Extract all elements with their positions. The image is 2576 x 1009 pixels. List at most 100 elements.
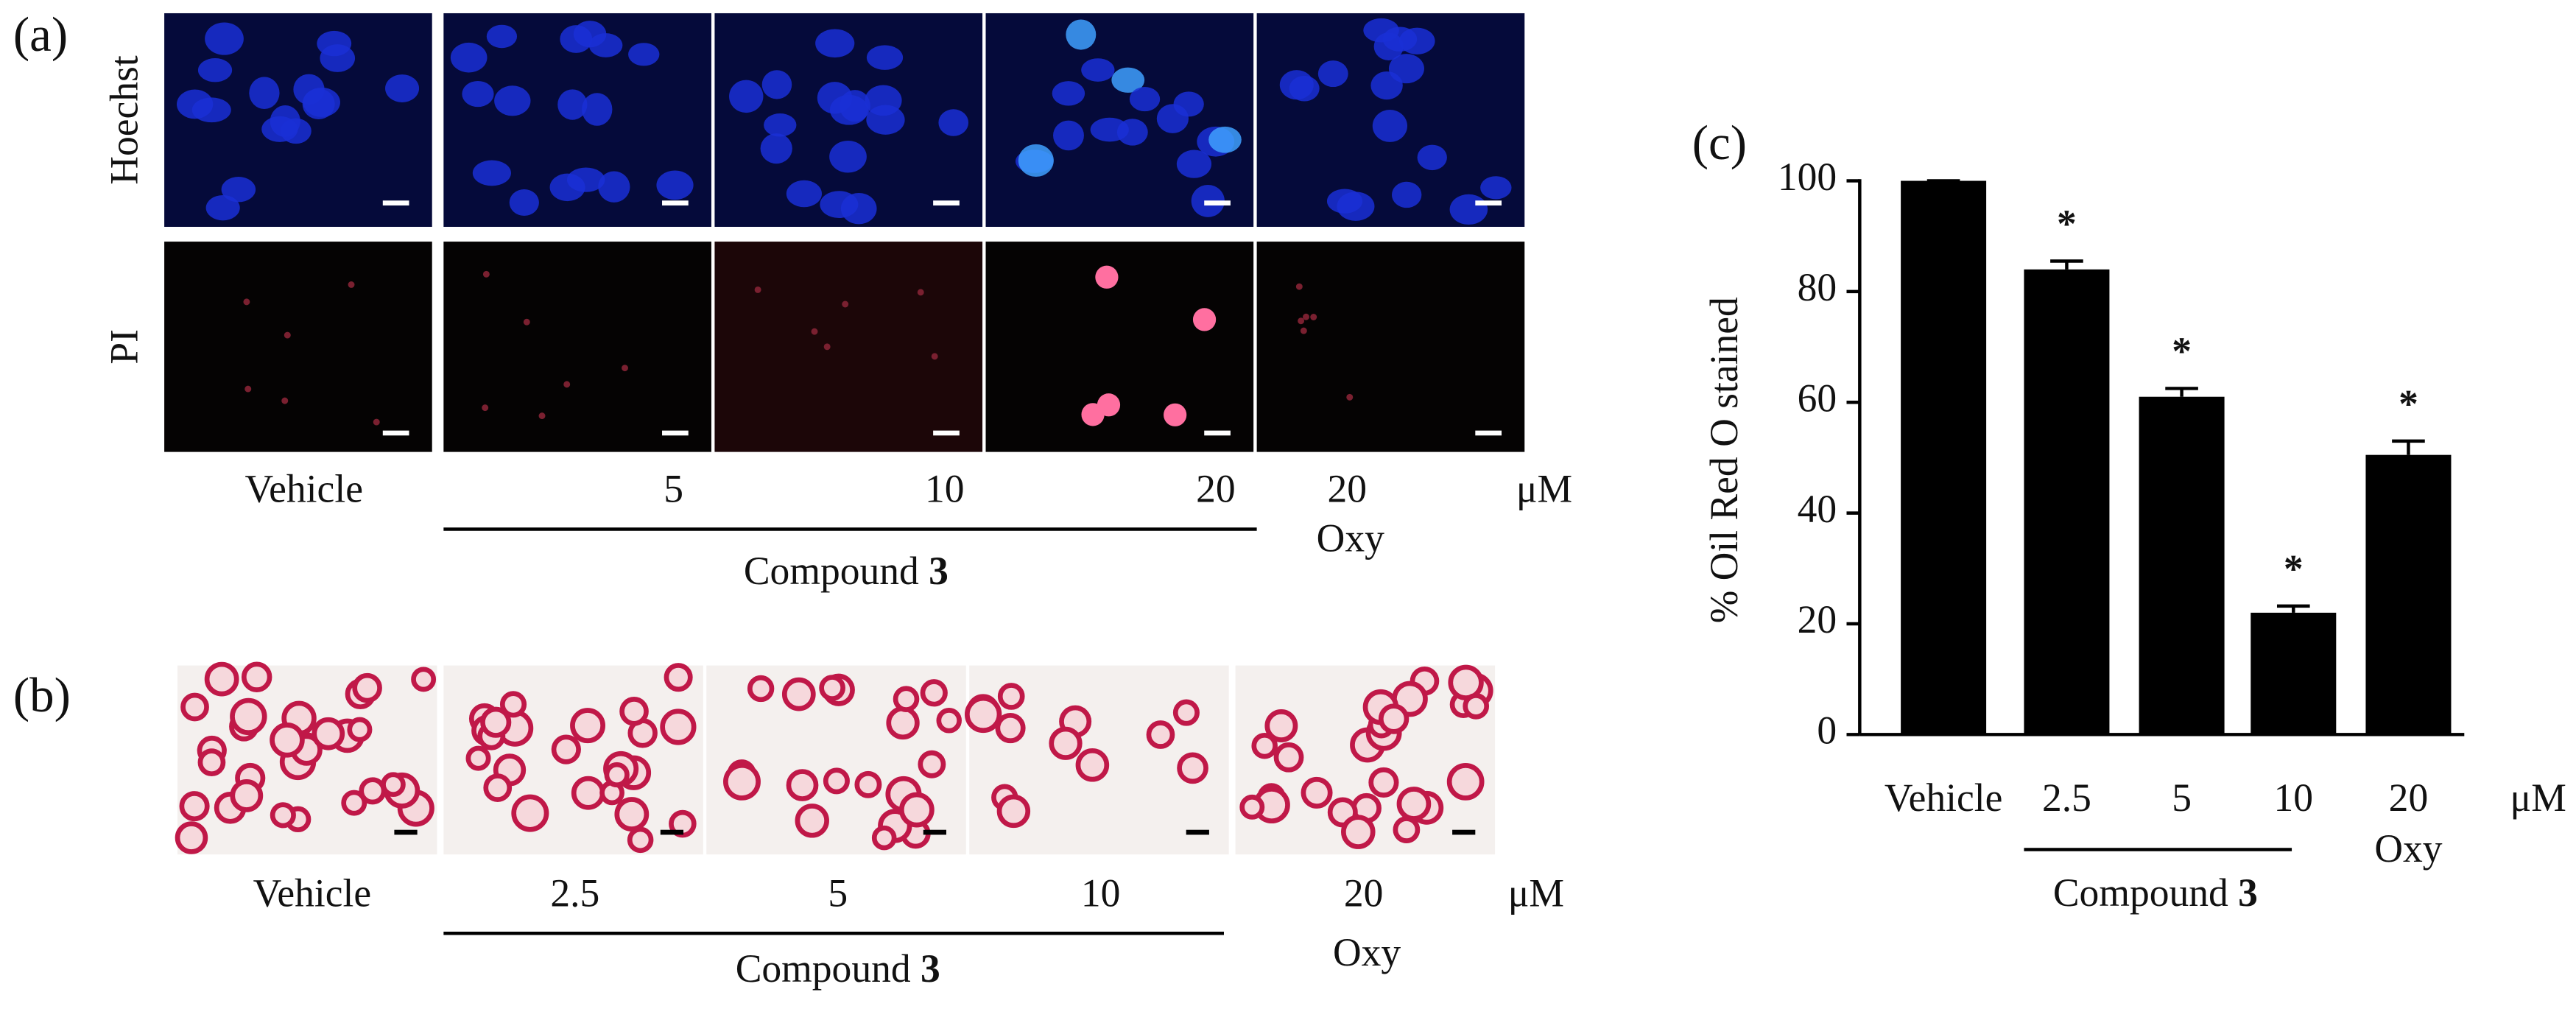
bar <box>1901 180 1987 735</box>
pi-spot <box>482 404 489 412</box>
column-label: 5 <box>664 467 683 511</box>
nucleus <box>494 85 531 116</box>
oxy-label: Oxy <box>1333 930 1401 974</box>
stained-cell <box>964 695 1002 734</box>
bar <box>2139 396 2225 735</box>
error-bar <box>2392 439 2425 455</box>
pi-spot <box>931 353 938 360</box>
pi-spot <box>1095 265 1119 289</box>
y-tick-label: 100 <box>1778 155 1837 199</box>
nucleus <box>656 170 694 200</box>
scale-bar <box>660 829 684 835</box>
stained-cell <box>480 706 512 738</box>
stained-cell <box>1146 720 1175 749</box>
nucleus <box>598 171 630 203</box>
pi-spot <box>1298 317 1305 325</box>
nucleus <box>938 109 969 136</box>
stained-cell <box>551 734 581 764</box>
significance-mark: * <box>2057 202 2077 246</box>
stained-cell <box>898 792 935 828</box>
stained-cell <box>614 797 650 832</box>
bar <box>2024 269 2110 735</box>
nucleus <box>1176 150 1212 178</box>
nucleus <box>557 89 588 120</box>
stained-cell <box>996 794 1031 829</box>
nucleus <box>176 89 214 119</box>
error-bar <box>2165 387 2198 397</box>
nucleus <box>486 24 518 49</box>
pi-spot <box>622 365 628 372</box>
pi-spot <box>563 381 571 388</box>
pi-spot <box>244 385 252 393</box>
scale-bar <box>382 200 409 205</box>
pi-spot <box>1164 403 1187 426</box>
stained-cell <box>483 773 513 802</box>
nucleus <box>829 141 867 173</box>
stained-cell <box>270 802 296 829</box>
nucleus <box>1129 87 1161 112</box>
scale-bar <box>662 200 689 205</box>
pi-spot <box>823 343 831 351</box>
oxy-label: Oxy <box>2374 826 2442 871</box>
nucleus <box>261 116 298 142</box>
stained-cell <box>627 826 654 854</box>
stained-cell <box>1264 709 1298 742</box>
nucleus <box>1480 176 1512 200</box>
nucleus <box>761 70 792 99</box>
stained-cell <box>604 762 630 788</box>
significance-mark: * <box>2172 329 2192 373</box>
stained-cell <box>918 750 946 778</box>
nucleus <box>764 113 797 137</box>
stained-cell <box>823 767 850 795</box>
pi-spot <box>284 331 291 339</box>
pi-spot <box>1300 327 1307 334</box>
error-bar <box>2050 259 2083 270</box>
stained-cell <box>1049 726 1083 760</box>
nucleus <box>509 189 539 217</box>
stained-cell <box>1368 767 1399 798</box>
stained-cell <box>664 663 693 692</box>
nucleus <box>1449 194 1488 225</box>
column-label: 20 <box>1344 871 1384 915</box>
x-tick-label: 20 <box>2389 776 2429 820</box>
x-tick-label: Vehicle <box>1885 776 2003 820</box>
scale-bar <box>1204 200 1231 205</box>
nucleus <box>840 193 877 225</box>
row-label: PI <box>102 329 146 365</box>
nucleus <box>588 33 623 57</box>
y-tick-label: 40 <box>1798 487 1837 531</box>
pi-spot <box>754 286 761 293</box>
nucleus <box>786 180 822 208</box>
stained-cell <box>669 809 697 838</box>
pi-spot <box>811 328 818 335</box>
stained-cell <box>1172 699 1200 726</box>
stained-cell <box>241 661 272 692</box>
nucleus <box>462 80 494 108</box>
stained-cell <box>381 772 406 798</box>
stained-cell <box>747 675 775 703</box>
nucleus <box>197 57 233 82</box>
scale-bar <box>1204 430 1231 436</box>
group-label: Compound 3 <box>744 549 949 593</box>
stained-cell <box>270 722 305 758</box>
row-label: Hoechst <box>102 55 146 185</box>
stained-cell <box>465 745 491 771</box>
stained-cell <box>571 776 605 810</box>
stained-cell <box>352 672 382 703</box>
bar <box>2251 612 2337 735</box>
micrograph-pi <box>164 242 432 452</box>
pi-spot <box>538 412 546 420</box>
nucleus <box>1317 60 1348 88</box>
stained-cell <box>723 762 761 801</box>
x-tick-label: 2.5 <box>2042 776 2091 820</box>
error-bar <box>2276 604 2310 613</box>
panel-label: (c) <box>1692 116 1747 170</box>
nucleus <box>866 45 904 70</box>
y-tick-label: 0 <box>1817 709 1837 753</box>
stained-cell <box>499 691 527 718</box>
stained-cell <box>795 804 829 838</box>
nucleus <box>829 94 868 125</box>
panel-label: (a) <box>13 7 68 62</box>
nucleus <box>1391 181 1422 208</box>
nucleus <box>249 77 280 109</box>
